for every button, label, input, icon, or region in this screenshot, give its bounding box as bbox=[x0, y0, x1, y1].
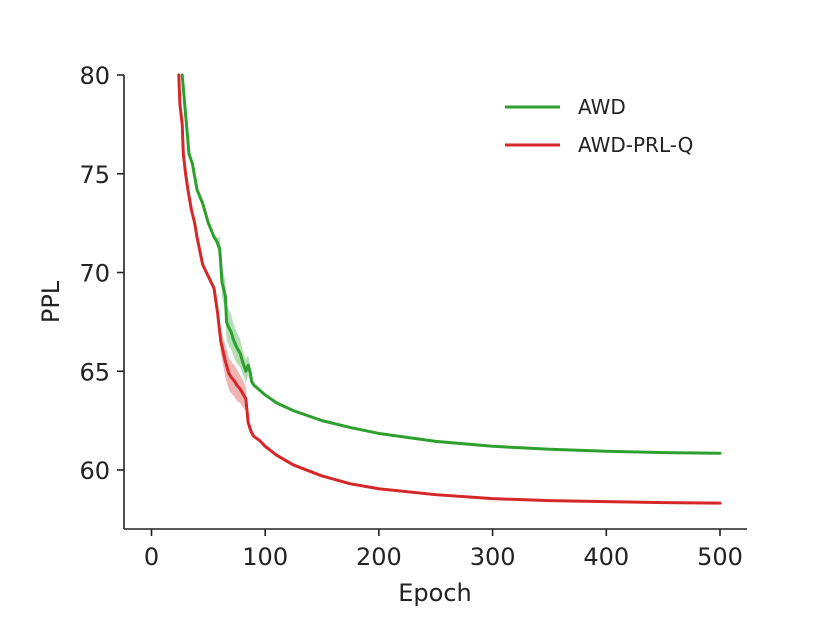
x-ticks: 0 100 200 300 400 500 bbox=[144, 529, 743, 571]
series-band-awd bbox=[182, 75, 721, 454]
y-axis-title: PPL bbox=[37, 280, 65, 323]
y-ticks: 60 65 70 75 80 bbox=[79, 62, 124, 485]
x-tick-label: 400 bbox=[583, 543, 629, 571]
y-tick-label: 65 bbox=[79, 358, 110, 386]
series-line-awd-prl-q bbox=[177, 73, 722, 505]
legend: AWD AWD-PRL-Q bbox=[505, 95, 693, 157]
x-tick-label: 500 bbox=[697, 543, 743, 571]
x-tick-label: 100 bbox=[242, 543, 288, 571]
legend-label: AWD bbox=[578, 95, 626, 119]
x-tick-label: 0 bbox=[144, 543, 159, 571]
series-line-awd bbox=[180, 73, 722, 455]
y-tick-label: 70 bbox=[79, 260, 110, 288]
y-tick-label: 60 bbox=[79, 457, 110, 485]
y-tick-label: 80 bbox=[79, 62, 110, 90]
axes bbox=[123, 75, 747, 530]
x-tick-label: 200 bbox=[356, 543, 402, 571]
series-lines bbox=[177, 73, 722, 505]
x-axis-title: Epoch bbox=[398, 579, 472, 607]
y-tick-label: 75 bbox=[79, 161, 110, 189]
legend-label: AWD-PRL-Q bbox=[578, 133, 693, 157]
x-tick-label: 300 bbox=[470, 543, 516, 571]
